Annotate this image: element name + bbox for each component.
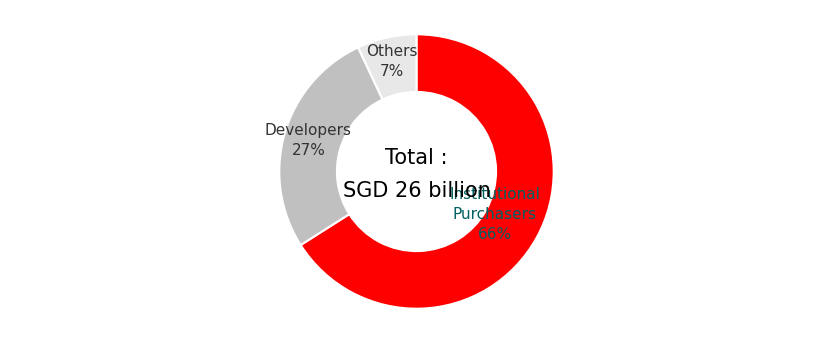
Text: Others
7%: Others 7% — [367, 44, 417, 79]
Text: SGD 26 billion: SGD 26 billion — [342, 181, 491, 201]
Wedge shape — [279, 47, 382, 245]
Wedge shape — [301, 34, 554, 309]
Wedge shape — [358, 34, 416, 99]
Text: Institutional
Purchasers
66%: Institutional Purchasers 66% — [449, 187, 540, 242]
Text: Total :: Total : — [385, 148, 448, 168]
Text: Developers
27%: Developers 27% — [265, 123, 352, 157]
